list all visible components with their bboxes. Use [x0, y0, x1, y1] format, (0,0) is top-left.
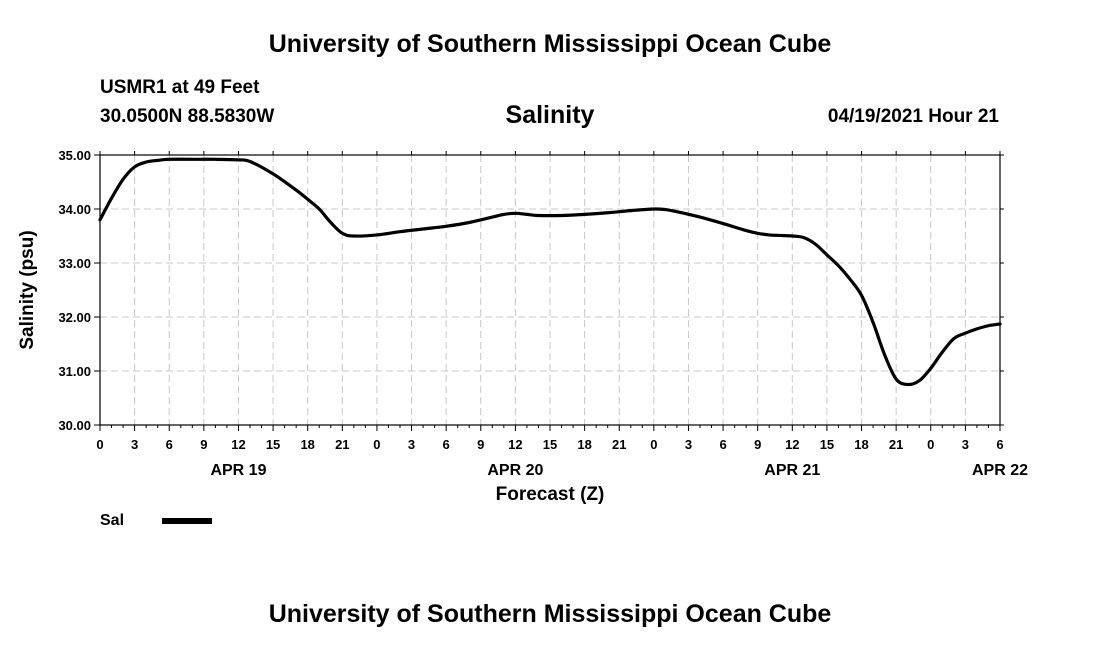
legend-label: Sal	[100, 512, 124, 529]
y-tick-label: 34.00	[58, 202, 91, 217]
x-tick-label: 6	[719, 437, 726, 452]
x-tick-label: 0	[650, 437, 657, 452]
date-label: APR 22	[972, 462, 1028, 479]
x-tick-label: 18	[300, 437, 314, 452]
x-tick-label: 18	[854, 437, 868, 452]
station-label: USMR1 at 49 Feet	[100, 77, 260, 98]
forecast-run-time: 04/19/2021 Hour 21	[827, 106, 999, 127]
axes	[94, 151, 1004, 431]
x-tick-label: 3	[408, 437, 415, 452]
x-tick-label: 12	[508, 437, 522, 452]
x-tick-label: 9	[477, 437, 484, 452]
x-tick-label: 3	[131, 437, 138, 452]
x-tick-label: 15	[543, 437, 557, 452]
footer-title: University of Southern Mississippi Ocean…	[268, 600, 832, 628]
x-tick-label: 6	[996, 437, 1003, 452]
x-tick-label: 3	[685, 437, 692, 452]
x-tick-label: 18	[577, 437, 591, 452]
x-axis-title: Forecast (Z)	[496, 484, 605, 505]
x-tick-label: 15	[266, 437, 280, 452]
x-tick-label: 12	[785, 437, 799, 452]
axis-labels: 30.00 31.00 32.00 33.00 34.00 35.00 0 3 6 9 12 15 18…	[17, 148, 1028, 505]
date-label: APR 20	[487, 462, 543, 479]
legend: Sal	[100, 512, 212, 529]
x-tick-label: 21	[889, 437, 903, 452]
x-tick-label: 21	[335, 437, 349, 452]
date-label: APR 19	[210, 462, 266, 479]
y-axis-title: Salinity (psu)	[17, 230, 38, 349]
x-tick-label: 6	[443, 437, 450, 452]
y-tick-label: 32.00	[58, 310, 91, 325]
plot-frame	[99, 154, 1001, 426]
x-tick-label: 15	[820, 437, 834, 452]
x-tick-label: 6	[166, 437, 173, 452]
y-tick-label: 31.00	[58, 364, 91, 379]
x-tick-label: 3	[962, 437, 969, 452]
x-tick-label: 9	[200, 437, 207, 452]
date-label: APR 21	[764, 462, 820, 479]
series-layer	[98, 157, 1002, 387]
grid-lines	[100, 155, 1000, 425]
header-title: University of Southern Mississippi Ocean…	[268, 30, 832, 58]
y-tick-label: 30.00	[58, 418, 91, 433]
y-tick-label: 35.00	[58, 148, 91, 163]
x-tick-label: 0	[96, 437, 103, 452]
chart-title: Salinity	[505, 101, 595, 129]
x-tick-label: 12	[231, 437, 245, 452]
series-line-sal	[98, 157, 1002, 387]
station-coordinates: 30.0500N 88.5830W	[100, 106, 275, 127]
x-tick-label: 21	[612, 437, 626, 452]
x-tick-label: 0	[927, 437, 934, 452]
x-tick-label: 9	[754, 437, 761, 452]
x-tick-label: 0	[373, 437, 380, 452]
y-tick-label: 33.00	[58, 256, 91, 271]
